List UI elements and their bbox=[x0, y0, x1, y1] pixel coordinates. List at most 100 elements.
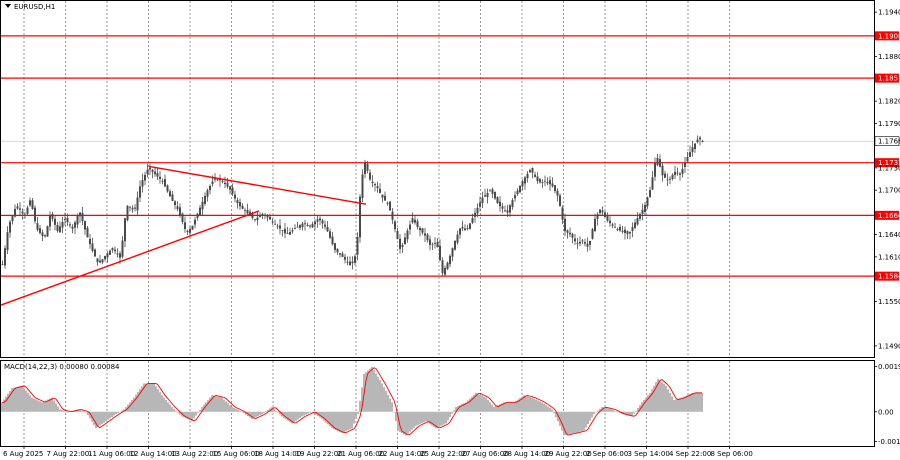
candle-body bbox=[41, 232, 44, 236]
macd-histogram-bar bbox=[575, 411, 577, 433]
vertical-grid bbox=[23, 1, 730, 446]
candle-body bbox=[159, 176, 161, 179]
candle-body bbox=[126, 205, 129, 221]
macd-histogram-bar bbox=[161, 395, 163, 412]
macd-histogram-bar bbox=[39, 401, 41, 412]
macd-histogram-bar bbox=[31, 397, 33, 412]
macd-histogram-bar bbox=[199, 409, 201, 412]
time-axis-label: 13 Aug 22:00 bbox=[171, 450, 218, 458]
macd-histogram-bar bbox=[311, 411, 313, 413]
macd-histogram-bar bbox=[403, 411, 405, 435]
macd-histogram-bar bbox=[235, 408, 237, 412]
macd-histogram-bar bbox=[197, 411, 199, 413]
macd-histogram-bar bbox=[501, 403, 503, 412]
macd-histogram-bar bbox=[111, 411, 113, 417]
macd-histogram-bar bbox=[379, 380, 381, 412]
macd-histogram-bar bbox=[561, 411, 563, 431]
macd-histogram-bar bbox=[375, 373, 377, 412]
candle-body bbox=[336, 248, 339, 253]
candle-body bbox=[559, 195, 561, 206]
macd-histogram-bar bbox=[477, 393, 479, 412]
macd-histogram-bar bbox=[613, 410, 615, 412]
macd-histogram-bar bbox=[677, 398, 679, 412]
candle-body bbox=[616, 228, 619, 230]
macd-histogram-bar bbox=[351, 411, 353, 429]
macd-histogram-bar bbox=[435, 411, 437, 429]
candle-body bbox=[509, 205, 511, 213]
macd-histogram-bar bbox=[19, 386, 21, 412]
macd-histogram-bar bbox=[517, 399, 519, 412]
macd-histogram-bar bbox=[297, 411, 299, 420]
macd-histogram-bar bbox=[345, 411, 347, 432]
candle-body bbox=[656, 157, 659, 166]
macd-histogram-bar bbox=[419, 411, 421, 425]
macd-histogram-bar bbox=[321, 411, 323, 419]
macd-histogram-bar bbox=[643, 399, 645, 412]
macd-histogram-bar bbox=[525, 395, 527, 412]
price-axis-label: 1.1640 bbox=[878, 231, 900, 239]
macd-histogram-bar bbox=[261, 411, 263, 415]
candle-body bbox=[661, 165, 664, 176]
macd-histogram-bar bbox=[327, 411, 329, 425]
macd-histogram-bar bbox=[183, 411, 185, 418]
candle-body bbox=[129, 206, 131, 208]
macd-histogram-bar bbox=[535, 399, 537, 412]
candle-body bbox=[154, 171, 156, 175]
candle-body bbox=[601, 210, 604, 213]
candle-body bbox=[406, 230, 409, 240]
macd-histogram-bar bbox=[673, 399, 675, 412]
macd-histogram-bar bbox=[169, 404, 171, 412]
macd-histogram-bar bbox=[295, 411, 297, 421]
macd-histogram-bar bbox=[7, 393, 9, 412]
macd-histogram-bar bbox=[431, 411, 433, 426]
macd-histogram-bar bbox=[243, 411, 245, 414]
macd-histogram-bar bbox=[337, 411, 339, 432]
macd-histogram-bar bbox=[357, 411, 359, 415]
candle-body bbox=[591, 229, 594, 239]
candle-body bbox=[231, 187, 234, 194]
macd-histogram-bar bbox=[299, 411, 301, 418]
macd-histogram-bar bbox=[515, 400, 517, 412]
macd-histogram-bar bbox=[79, 409, 81, 412]
macd-histogram-bar bbox=[229, 405, 231, 412]
macd-histogram-bar bbox=[117, 411, 119, 413]
macd-histogram-bar bbox=[325, 411, 327, 423]
candle-body bbox=[524, 177, 526, 184]
candle-body bbox=[346, 261, 349, 263]
candle-body bbox=[144, 175, 146, 181]
candle-body bbox=[641, 209, 644, 214]
macd-histogram-bar bbox=[481, 395, 483, 412]
macd-histogram-bar bbox=[89, 411, 91, 419]
candle-body bbox=[156, 173, 159, 177]
candle-body bbox=[419, 228, 421, 231]
macd-histogram-bar bbox=[605, 407, 607, 412]
candle-body bbox=[14, 208, 16, 217]
candle-body bbox=[701, 141, 704, 142]
macd-histogram-bar bbox=[573, 411, 575, 434]
candle-body bbox=[284, 228, 286, 234]
macd-histogram-bar bbox=[475, 392, 477, 412]
candle-body bbox=[659, 159, 661, 167]
macd-histogram-bar bbox=[447, 411, 449, 421]
macd-histogram-bar bbox=[301, 411, 303, 417]
macd-histogram-bar bbox=[139, 389, 141, 412]
macd-histogram-bar bbox=[333, 411, 335, 430]
candle-body bbox=[256, 217, 259, 221]
candle-body bbox=[271, 221, 274, 223]
macd-histogram-bar bbox=[119, 411, 121, 413]
candle-body bbox=[56, 225, 59, 231]
macd-histogram-bar bbox=[579, 411, 581, 432]
macd-histogram-bar bbox=[599, 408, 601, 412]
candle-body bbox=[299, 225, 301, 228]
triangle-down-icon[interactable] bbox=[5, 4, 11, 8]
candle-body bbox=[596, 214, 599, 219]
macd-histogram-bar bbox=[287, 411, 289, 421]
macd-histogram-bar bbox=[651, 389, 653, 412]
macd-histogram-bar bbox=[591, 411, 593, 418]
price-axis: 1.1940 1.1880 1.1820 1.1790 1.1730 1.1700 1.16… bbox=[874, 9, 900, 350]
candle-body bbox=[26, 207, 29, 214]
macd-histogram-bar bbox=[275, 410, 277, 412]
macd-histogram-bar bbox=[143, 383, 145, 412]
candle-body bbox=[64, 218, 66, 220]
